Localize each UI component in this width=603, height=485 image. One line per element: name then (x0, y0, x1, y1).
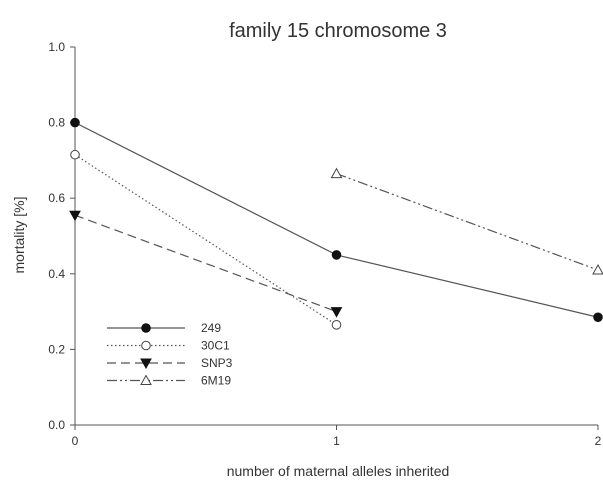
x-tick-label: 0 (72, 434, 79, 448)
y-tick-label: 0.0 (48, 418, 65, 432)
series-line (74, 154, 337, 326)
y-tick-label: 1.0 (48, 40, 65, 54)
y-tick-label: 0.2 (48, 342, 65, 356)
y-axis-label: mortality [%] (11, 196, 27, 273)
point-marker (140, 374, 152, 385)
point-marker (70, 117, 80, 128)
legend-item-249: 249 (107, 321, 221, 335)
series-SNP3 (69, 210, 343, 318)
legend-item-6M19: 6M19 (107, 374, 231, 388)
legend-label: SNP3 (201, 356, 233, 370)
legend-label: 6M19 (201, 374, 231, 388)
series-249 (70, 117, 603, 323)
legend: 249 30C1 SNP3 6M19 (107, 321, 233, 388)
point-marker (140, 358, 152, 370)
x-tick-label: 2 (595, 434, 602, 448)
point-marker (330, 167, 343, 179)
point-marker (592, 263, 603, 275)
legend-label: 249 (201, 321, 221, 335)
point-marker (593, 312, 603, 323)
point-marker (330, 307, 343, 318)
point-marker (141, 323, 151, 333)
series-line (74, 214, 337, 313)
legend-item-30C1: 30C1 (107, 339, 230, 353)
x-axis-label: number of maternal alleles inherited (227, 463, 450, 479)
y-tick-label: 0.4 (48, 267, 65, 281)
x-tick-label: 1 (333, 434, 340, 448)
legend-label: 30C1 (201, 339, 230, 353)
point-marker (70, 149, 80, 160)
legend-item-SNP3: SNP3 (107, 356, 233, 370)
chart-title: family 15 chromosome 3 (229, 20, 447, 42)
series-30C1 (70, 149, 342, 330)
y-tick-label: 0.6 (48, 191, 65, 205)
series-group (69, 117, 603, 330)
point-marker (331, 320, 342, 330)
point-marker (331, 250, 342, 260)
point-marker (69, 210, 81, 222)
y-tick-label: 0.8 (48, 116, 65, 130)
series-line (74, 122, 599, 318)
point-marker (141, 340, 151, 351)
axes: 0.0 0.2 0.4 0.6 0.8 1.0 0 1 2 (48, 40, 601, 448)
series-6M19 (330, 167, 603, 275)
series-line (336, 173, 599, 271)
